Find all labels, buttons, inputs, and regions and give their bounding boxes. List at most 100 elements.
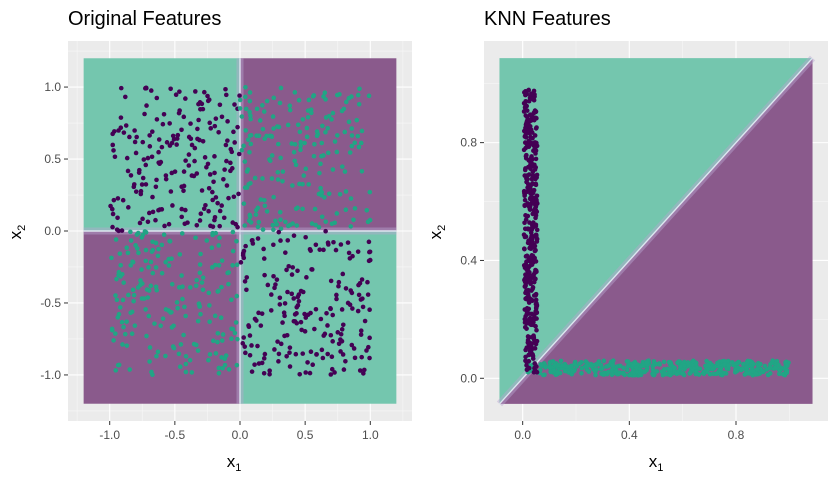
data-point bbox=[162, 223, 167, 229]
x-axis-title-sub: 1 bbox=[657, 462, 663, 474]
data-point bbox=[524, 306, 530, 311]
data-point bbox=[295, 205, 300, 210]
data-point bbox=[526, 352, 531, 358]
data-point bbox=[163, 259, 168, 265]
data-point bbox=[191, 341, 197, 347]
data-point bbox=[175, 305, 180, 311]
data-point bbox=[247, 90, 253, 95]
data-point bbox=[356, 101, 362, 107]
data-point bbox=[233, 320, 239, 325]
data-point bbox=[179, 231, 185, 236]
data-point bbox=[321, 247, 326, 253]
data-point bbox=[555, 369, 561, 375]
data-point bbox=[154, 95, 160, 101]
data-point bbox=[357, 86, 362, 92]
data-point bbox=[161, 111, 167, 117]
data-point bbox=[300, 351, 306, 356]
data-point bbox=[543, 365, 548, 370]
data-point bbox=[530, 211, 536, 217]
data-point bbox=[312, 141, 317, 147]
x-tick-label: 0.0 bbox=[514, 428, 531, 442]
data-point bbox=[533, 301, 539, 307]
data-point bbox=[219, 338, 225, 343]
data-point bbox=[258, 197, 264, 202]
data-point bbox=[255, 343, 260, 349]
data-point bbox=[150, 209, 156, 215]
data-point bbox=[352, 206, 358, 211]
data-point bbox=[306, 182, 311, 187]
data-point bbox=[271, 227, 276, 233]
data-point bbox=[125, 250, 131, 256]
data-point bbox=[147, 345, 153, 350]
chart-title: KNN Features bbox=[484, 8, 611, 30]
data-point bbox=[271, 194, 276, 200]
data-point bbox=[682, 363, 687, 368]
data-point bbox=[313, 242, 319, 248]
data-point bbox=[650, 364, 656, 369]
data-point bbox=[610, 363, 616, 368]
data-point bbox=[770, 358, 775, 363]
data-point bbox=[584, 367, 590, 372]
data-point bbox=[241, 201, 247, 206]
data-point bbox=[534, 197, 539, 203]
data-point bbox=[271, 273, 276, 279]
data-point bbox=[278, 85, 284, 91]
data-point bbox=[123, 123, 129, 128]
data-point bbox=[147, 133, 152, 138]
data-point bbox=[226, 195, 231, 201]
y-tick-label: 0.8 bbox=[460, 136, 477, 150]
data-point bbox=[311, 93, 317, 98]
data-point bbox=[303, 234, 308, 240]
data-point bbox=[283, 219, 288, 225]
data-point bbox=[276, 229, 282, 235]
data-point bbox=[325, 323, 330, 328]
data-point bbox=[125, 168, 131, 174]
data-point bbox=[522, 193, 527, 199]
data-point bbox=[247, 149, 252, 155]
data-point bbox=[347, 150, 353, 155]
data-point bbox=[257, 118, 263, 123]
data-point bbox=[356, 292, 362, 298]
data-point bbox=[193, 235, 198, 241]
data-point bbox=[117, 305, 123, 310]
data-point bbox=[169, 170, 175, 176]
data-point bbox=[267, 368, 272, 373]
data-point bbox=[292, 158, 298, 164]
data-point bbox=[179, 214, 185, 220]
y-axis-title: x2 bbox=[6, 225, 28, 240]
data-point bbox=[297, 129, 303, 135]
data-point bbox=[325, 150, 331, 156]
data-point bbox=[132, 139, 138, 145]
data-point bbox=[273, 282, 278, 287]
data-point bbox=[113, 293, 118, 298]
data-point bbox=[523, 102, 528, 108]
data-point bbox=[249, 343, 254, 348]
data-point bbox=[135, 285, 141, 290]
data-point bbox=[348, 288, 353, 293]
data-point bbox=[360, 304, 366, 310]
data-point bbox=[150, 129, 155, 134]
data-point bbox=[529, 261, 534, 266]
data-point bbox=[588, 363, 594, 368]
data-point bbox=[332, 139, 338, 144]
data-point bbox=[256, 310, 261, 316]
data-point bbox=[187, 357, 193, 363]
data-point bbox=[271, 242, 276, 248]
plot-area: 0.0 0.4 0.8 0.0 0.4 0.8 bbox=[460, 41, 828, 442]
data-point bbox=[261, 109, 267, 114]
data-point bbox=[329, 354, 335, 360]
data-point bbox=[235, 124, 240, 130]
data-point bbox=[183, 369, 189, 375]
data-point bbox=[357, 280, 363, 286]
data-point bbox=[524, 91, 530, 97]
data-point bbox=[132, 128, 137, 133]
data-point bbox=[533, 292, 539, 298]
data-point bbox=[528, 280, 534, 286]
data-point bbox=[600, 365, 605, 371]
data-point bbox=[358, 297, 364, 302]
data-point bbox=[339, 327, 345, 332]
data-point bbox=[204, 164, 209, 170]
data-point bbox=[521, 246, 527, 252]
x-tick-label: 0.8 bbox=[728, 428, 745, 442]
data-point bbox=[211, 179, 216, 185]
